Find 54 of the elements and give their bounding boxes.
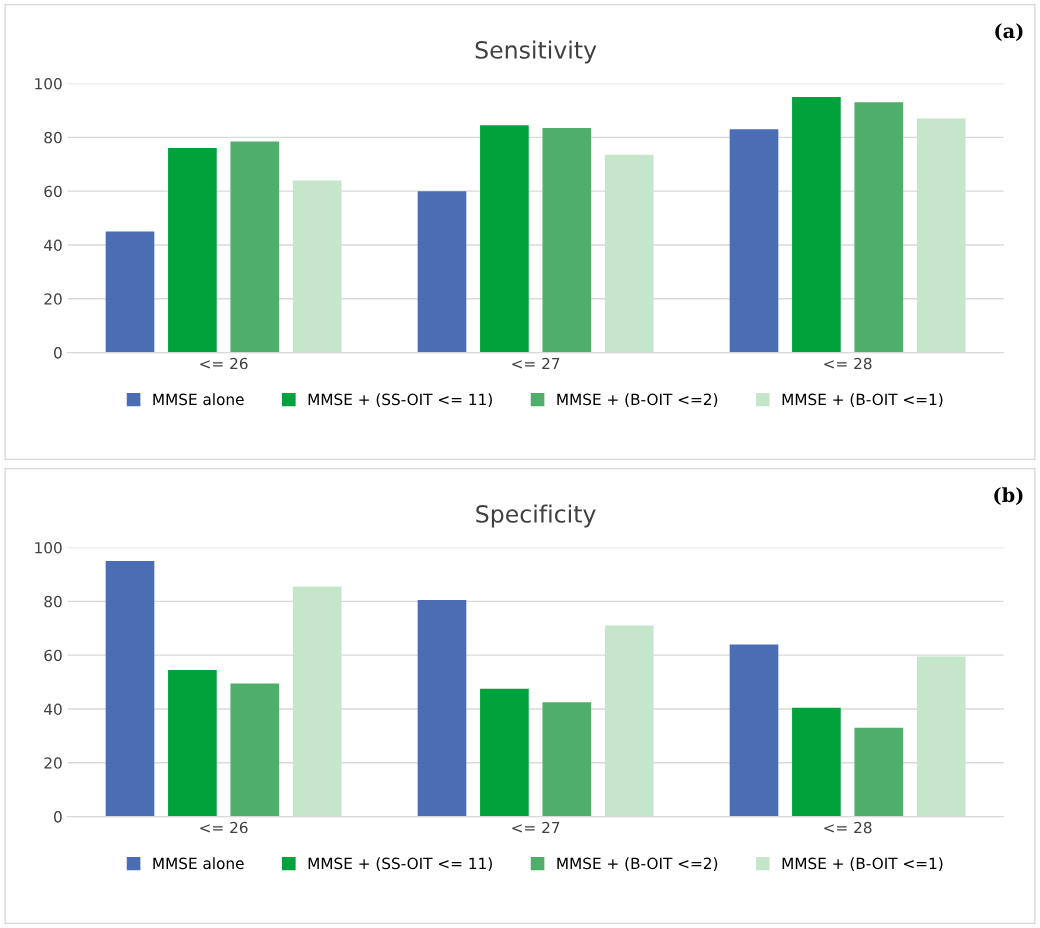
text: (a)	[995, 23, 1023, 41]
y-tick-label: 0	[54, 811, 62, 823]
x-tick-label: <= 26	[200, 357, 248, 370]
y-tick-label: 40	[44, 703, 62, 716]
y-tick-label: 40	[44, 239, 62, 252]
y-tick-label: 20	[44, 293, 62, 305]
y-tick-label: 80	[44, 595, 62, 608]
bar	[854, 102, 904, 353]
y-tick-label: 60	[44, 185, 62, 198]
bar	[417, 600, 467, 817]
legend-label: MMSE + (B-OIT <=2)	[557, 857, 718, 871]
text: (b)	[994, 487, 1023, 505]
bar	[604, 625, 654, 817]
y-tick-label: 0	[54, 347, 62, 359]
bar	[292, 586, 342, 817]
bar	[480, 688, 529, 817]
bar	[792, 96, 841, 353]
bar	[168, 669, 217, 817]
bar	[792, 707, 841, 817]
x-tick-label: <= 28	[824, 357, 872, 370]
bar	[230, 141, 280, 353]
bar	[542, 702, 592, 817]
legend-label: MMSE + (B-OIT <=1)	[782, 857, 943, 871]
x-tick-label: <= 26	[200, 821, 248, 834]
y-tick-label: 100	[35, 77, 62, 90]
legend-label: MMSE alone	[153, 393, 244, 406]
legend-label: MMSE alone	[153, 857, 244, 870]
y-tick-label: 60	[44, 649, 62, 662]
y-tick-label: 20	[44, 757, 62, 769]
legend-label: MMSE + (B-OIT <=2)	[557, 393, 718, 407]
legend-label: MMSE + (SS-OIT <= 11)	[308, 857, 492, 871]
chart-title: Sensitivity	[475, 40, 597, 64]
x-tick-label: <= 28	[824, 821, 872, 834]
bar	[916, 118, 966, 353]
bar	[542, 127, 592, 353]
y-tick-label: 100	[35, 541, 62, 554]
x-tick-label: <= 27	[512, 821, 560, 834]
x-tick-label: <= 27	[512, 357, 560, 370]
bar	[854, 727, 904, 817]
bar	[105, 231, 155, 353]
bar	[417, 191, 467, 353]
chart-title: Specificity	[476, 504, 596, 528]
bar	[230, 683, 280, 817]
bar	[604, 154, 654, 353]
bar	[729, 644, 779, 817]
bar	[168, 148, 217, 353]
y-tick-label: 80	[44, 131, 62, 144]
legend-label: MMSE + (B-OIT <=1)	[782, 393, 943, 407]
bar	[105, 560, 155, 817]
bar	[292, 180, 342, 353]
bar	[729, 129, 779, 353]
legend-label: MMSE + (SS-OIT <= 11)	[308, 393, 492, 407]
bar	[916, 656, 966, 817]
bar	[480, 125, 529, 353]
